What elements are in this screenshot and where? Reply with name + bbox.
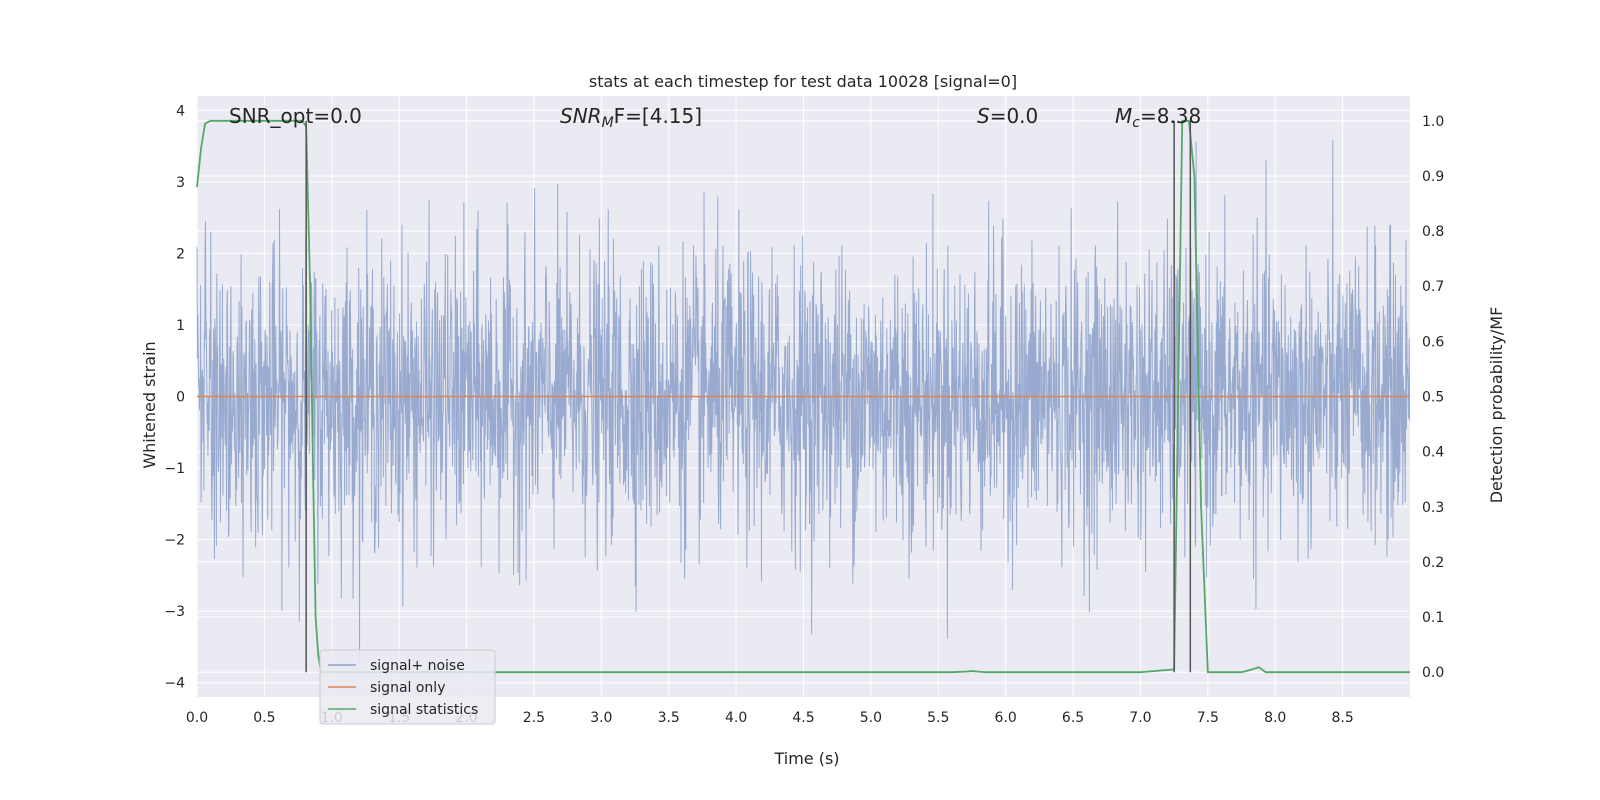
x-tick-label: 0.0 bbox=[186, 710, 208, 726]
y-tick-label: 2 bbox=[176, 246, 185, 262]
series-lines bbox=[196, 119, 1410, 674]
y-right-tick-label: 0.6 bbox=[1422, 334, 1444, 350]
y-tick-label: −4 bbox=[164, 676, 185, 692]
y-tick-label: 0 bbox=[176, 390, 185, 406]
annotation-snr-mf: SNRMF=[4.15] bbox=[560, 104, 702, 131]
chart-title: stats at each timestep for test data 100… bbox=[589, 72, 1017, 91]
series-signal-noise bbox=[196, 140, 1411, 662]
annotation-snr-opt: SNR_opt=0.0 bbox=[229, 104, 362, 128]
annotation-s-rest: =0.0 bbox=[990, 104, 1039, 128]
signal-noise-line bbox=[196, 140, 1411, 662]
y-right-tick-label: 1.0 bbox=[1422, 114, 1444, 130]
x-tick-label: 8.0 bbox=[1264, 710, 1286, 726]
x-tick-label: 6.5 bbox=[1062, 710, 1084, 726]
x-tick-label: 3.0 bbox=[590, 710, 612, 726]
y-right-tick-label: 0.7 bbox=[1422, 279, 1444, 295]
x-tick-label: 6.0 bbox=[995, 710, 1017, 726]
legend-box bbox=[319, 649, 496, 725]
y-tick-label: 4 bbox=[176, 103, 185, 119]
y-tick-label: −1 bbox=[164, 461, 185, 477]
y-right-tick-label: 0.8 bbox=[1422, 224, 1444, 240]
y-tick-label: −3 bbox=[164, 604, 185, 620]
annotation-snr-mf-rest: F=[4.15] bbox=[614, 104, 702, 128]
annotation-mc-rest: =8.38 bbox=[1140, 104, 1201, 128]
y-right-tick-label: 0.4 bbox=[1422, 445, 1444, 461]
x-tick-label: 2.5 bbox=[523, 710, 545, 726]
legend-label-signal-statistics: signal statistics bbox=[370, 702, 478, 718]
x-tick-label: 4.5 bbox=[792, 710, 814, 726]
y-axis-label-right: Detection probability/MF bbox=[1487, 307, 1506, 504]
x-axis-label: Time (s) bbox=[773, 749, 839, 768]
x-tick-label: 5.0 bbox=[860, 710, 882, 726]
y-right-tick-label: 0.2 bbox=[1422, 555, 1444, 571]
x-tick-label: 3.5 bbox=[658, 710, 680, 726]
y-right-tick-label: 0.1 bbox=[1422, 610, 1444, 626]
detection-markers bbox=[305, 120, 1192, 673]
annotation-snr-mf-main: SNR bbox=[560, 104, 602, 128]
annotation-mc-sub: c bbox=[1132, 115, 1140, 131]
y-tick-label: −2 bbox=[164, 533, 185, 549]
annotation-mc: Mc=8.38 bbox=[1115, 104, 1201, 131]
x-tick-label: 8.5 bbox=[1331, 710, 1353, 726]
legend: signal+ noise signal only signal statist… bbox=[319, 649, 496, 725]
y-right-tick-label: 0.0 bbox=[1422, 665, 1444, 681]
annotation-s-main: S bbox=[977, 104, 990, 128]
y-tick-label: 1 bbox=[176, 318, 185, 334]
y-right-tick-label: 0.5 bbox=[1422, 390, 1444, 406]
legend-label-signal-noise: signal+ noise bbox=[370, 658, 465, 674]
signal-statistics-line bbox=[196, 119, 1410, 674]
annotation-s: S=0.0 bbox=[977, 104, 1038, 128]
y-right-tick-label: 0.9 bbox=[1422, 169, 1444, 185]
x-tick-label: 7.5 bbox=[1197, 710, 1219, 726]
y-axis-label: Whitened strain bbox=[140, 341, 159, 468]
y-tick-label: 3 bbox=[176, 175, 185, 191]
x-tick-label: 4.0 bbox=[725, 710, 747, 726]
y-right-tick-label: 0.3 bbox=[1422, 500, 1444, 516]
x-tick-label: 7.0 bbox=[1129, 710, 1151, 726]
legend-label-signal-only: signal only bbox=[370, 680, 445, 696]
x-tick-label: 5.5 bbox=[927, 710, 949, 726]
x-tick-label: 0.5 bbox=[253, 710, 275, 726]
annotation-snr-mf-sub: M bbox=[602, 115, 614, 131]
annotation-mc-main: M bbox=[1115, 104, 1132, 128]
